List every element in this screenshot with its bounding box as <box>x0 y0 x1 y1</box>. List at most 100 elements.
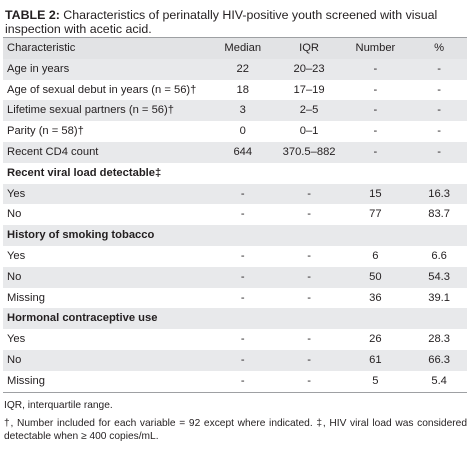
cell-percent: 6.6 <box>431 249 447 262</box>
cell-median: - <box>240 249 245 262</box>
table-row: Lifetime sexual partners (n = 56)† 3 2–5- - <box>3 100 467 122</box>
table-row: Yes - - 26 28.3 <box>3 329 467 350</box>
cell-number: - <box>373 125 378 138</box>
table-row: Missing - - 36 39.1 <box>3 288 467 309</box>
column-header-characteristic: Characteristic <box>3 36 207 59</box>
section-title: Recent viral load detectable‡ <box>7 166 162 179</box>
cell-number: 26 <box>369 333 382 346</box>
table-row: Age of sexual debut in years (n = 56)† 18… <box>3 80 467 101</box>
cell-number: - <box>339 141 412 163</box>
section-header-row: History of smoking tobacco <box>3 225 467 246</box>
table-row: No - - 77 83.7 <box>3 204 467 225</box>
cell-number: 61 <box>339 349 412 371</box>
cell-median: 3 <box>206 100 279 122</box>
cell-median: - <box>240 208 245 221</box>
cell-number: 6 <box>372 249 379 262</box>
column-header-median: Median <box>206 36 279 59</box>
table-row: Age in years 22 20–23- - <box>3 58 467 80</box>
caption-label: TABLE 2: <box>5 8 60 22</box>
cell-number: - <box>339 100 412 122</box>
cell-iqr: - <box>278 370 340 393</box>
cell-median: - <box>206 183 279 205</box>
cell-characteristic: No <box>7 208 22 221</box>
footnote-abbreviation: IQR, interquartile range. <box>4 399 113 411</box>
cell-percent: 16.3 <box>411 183 467 205</box>
cell-characteristic: Age of sexual debut in years (n = 56)† <box>7 83 197 96</box>
cell-iqr: 0–1 <box>299 125 319 138</box>
cell-number: 50 <box>339 266 412 288</box>
cell-iqr: - <box>278 183 340 205</box>
cell-percent: - <box>437 125 441 138</box>
cell-percent: - <box>411 58 467 80</box>
cell-percent: 39.1 <box>428 291 451 304</box>
cell-median: 18 <box>236 83 249 96</box>
cell-characteristic: Parity (n = 58)† <box>7 125 84 138</box>
cell-characteristic: Recent CD4 count <box>3 141 207 163</box>
table-row: Yes - - 6 6.6 <box>3 246 467 267</box>
cell-median: 0 <box>239 125 246 138</box>
cell-characteristic: Missing <box>7 291 45 304</box>
section-header-row: Recent viral load detectable‡ <box>3 163 467 184</box>
header-row: Characteristic Median IQR Number % <box>3 36 467 59</box>
table-row: Missing - -5 5.4 <box>3 370 467 393</box>
section-title: History of smoking tobacco <box>3 225 467 246</box>
cell-percent: - <box>411 100 467 122</box>
cell-characteristic: Yes <box>3 183 207 205</box>
cell-iqr: - <box>307 208 311 221</box>
cell-number: 77 <box>369 208 382 221</box>
cell-characteristic: Yes <box>7 249 26 262</box>
cell-characteristic: No <box>3 349 207 371</box>
column-header-iqr: IQR <box>278 36 340 59</box>
cell-percent: 54.3 <box>411 266 467 288</box>
cell-iqr: 20–23 <box>278 58 340 80</box>
cell-number: 5 <box>339 370 412 393</box>
cell-number: 15 <box>339 183 412 205</box>
table-row: Parity (n = 58)† 0 0–1 - - <box>3 121 467 142</box>
caption-text: Characteristics of perinatally HIV-posit… <box>5 8 438 36</box>
cell-median: 22 <box>206 58 279 80</box>
table-caption: TABLE 2: Characteristics of perinatally … <box>3 0 467 36</box>
table-figure: TABLE 2: Characteristics of perinatally … <box>3 0 467 443</box>
column-header-percent: % <box>411 36 467 59</box>
cell-percent: 28.3 <box>428 333 451 346</box>
cell-iqr: - <box>307 291 311 304</box>
column-header-number: Number <box>339 36 412 59</box>
cell-number: - <box>339 58 412 80</box>
cell-percent: 66.3 <box>411 349 467 371</box>
cell-number: - <box>373 83 378 96</box>
cell-median: - <box>206 266 279 288</box>
cell-characteristic: Missing <box>3 370 207 393</box>
cell-percent: - <box>411 141 467 163</box>
cell-percent: 83.7 <box>428 208 451 221</box>
cell-median: - <box>240 291 245 304</box>
table-row: No - -61 66.3 <box>3 349 467 371</box>
cell-characteristic: Lifetime sexual partners (n = 56)† <box>3 100 207 122</box>
cell-iqr: - <box>278 349 340 371</box>
cell-median: - <box>206 349 279 371</box>
cell-characteristic: No <box>3 266 207 288</box>
table-header: Characteristic Median IQR Number % <box>3 36 467 59</box>
cell-iqr: 370.5–882 <box>278 141 340 163</box>
cell-characteristic: Yes <box>7 333 26 346</box>
cell-median: 644 <box>206 141 279 163</box>
table-footnotes: IQR, interquartile range. †, Number incl… <box>3 400 467 444</box>
table-body: Age in years 22 20–23- - Age of sexual debut… <box>3 58 467 393</box>
cell-iqr: 2–5 <box>278 100 340 122</box>
cell-characteristic: Age in years <box>3 58 207 80</box>
cell-iqr: 17–19 <box>293 83 325 96</box>
cell-iqr: - <box>278 266 340 288</box>
section-header-row: Hormonal contraceptive use <box>3 308 467 330</box>
characteristics-table: Characteristic Median IQR Number % Age i… <box>3 36 467 393</box>
cell-percent: 5.4 <box>411 370 467 393</box>
table-row: Yes - -15 16.3 <box>3 183 467 205</box>
table-row: No - -50 54.3 <box>3 266 467 288</box>
footnote-definitions: †, Number included for each variable = 9… <box>4 418 467 442</box>
cell-percent: - <box>437 83 441 96</box>
cell-median: - <box>206 370 279 393</box>
section-title: Hormonal contraceptive use <box>3 308 467 330</box>
cell-median: - <box>240 333 245 346</box>
cell-number: 36 <box>369 291 382 304</box>
table-row: Recent CD4 count 644 370.5–882- - <box>3 141 467 163</box>
cell-iqr: - <box>307 249 311 262</box>
cell-iqr: - <box>307 333 311 346</box>
